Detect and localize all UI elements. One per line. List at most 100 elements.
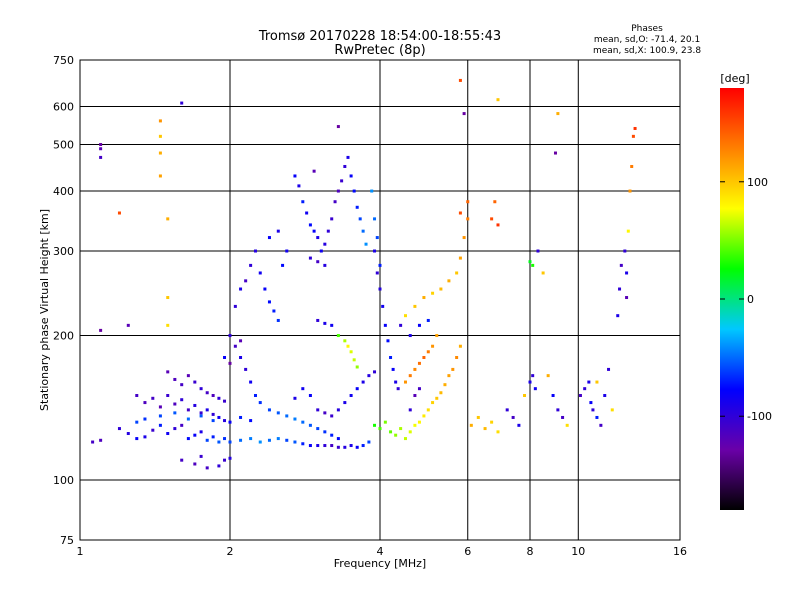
y-tick-label: 75 [60,534,74,547]
data-point [408,430,412,434]
colorbar-tick-label: -100 [747,410,772,423]
data-point [263,287,267,291]
data-point [336,334,340,338]
data-point [223,399,227,403]
data-point [511,415,515,419]
data-point [422,296,426,300]
data-point [447,279,451,283]
data-point [553,151,557,155]
data-point [336,445,340,449]
data-point [375,271,379,275]
data-point [293,174,297,178]
data-point [367,374,371,378]
data-point [233,344,237,348]
data-point [408,334,412,338]
data-point [272,309,276,313]
data-point [158,174,162,178]
data-point [496,98,500,102]
data-point [443,383,447,387]
data-point [244,367,248,371]
data-point [158,119,162,123]
x-tick-label: 2 [227,545,234,558]
data-point [556,408,560,412]
data-point [349,444,353,448]
x-tick-label: 6 [464,545,471,558]
data-point [625,271,629,275]
data-point [193,433,197,437]
y-tick-label: 100 [53,474,74,487]
data-point [370,189,374,193]
data-point [199,454,203,458]
data-point [205,408,209,412]
data-point [323,430,327,434]
data-point [355,445,359,449]
data-point [180,423,184,427]
data-point [603,394,607,398]
data-point [158,414,162,418]
data-point [308,423,312,427]
data-point [399,323,403,327]
data-point [531,374,535,378]
data-point [117,211,121,215]
data-point [323,263,327,267]
data-point [330,444,334,448]
colorbar: [deg] 100 0 -100 [720,72,772,510]
data-point [326,229,330,233]
x-axis-label: Frequency [MHz] [334,557,426,570]
data-point [293,440,297,444]
data-point [439,391,443,395]
data-point [180,383,184,387]
data-point [316,260,320,264]
data-point [135,437,139,441]
data-point [173,402,177,406]
data-point [408,408,412,412]
data-point [316,427,320,431]
data-point [373,249,377,253]
data-point [496,430,500,434]
data-point [91,440,95,444]
data-point [126,323,130,327]
data-point [285,438,289,442]
data-point [394,380,398,384]
data-point [587,380,591,384]
data-point [253,249,257,253]
data-point [312,229,316,233]
data-point [493,200,497,204]
data-point [143,401,147,405]
data-point [316,408,320,412]
data-point [301,442,305,446]
data-point [364,242,368,246]
data-point [211,394,215,398]
data-point [316,318,320,322]
data-point [285,249,289,253]
data-point [373,423,377,427]
data-point [413,304,417,308]
data-point [233,304,237,308]
data-point [595,415,599,419]
data-point [223,437,227,441]
data-point [455,271,459,275]
data-point [378,427,382,431]
data-point [267,300,271,304]
data-point [490,217,494,221]
x-tick-label: 16 [673,545,687,558]
data-point [578,394,582,398]
data-point [126,432,130,436]
data-point [186,437,190,441]
data-point [361,380,365,384]
data-point [267,438,271,442]
data-point [346,155,350,159]
data-point [199,430,203,434]
data-point [193,462,197,466]
data-point [205,466,209,470]
data-point [349,174,353,178]
data-point [158,151,162,155]
data-point [186,417,190,421]
data-point [343,164,347,168]
data-point [389,430,393,434]
data-point [403,380,407,384]
data-point [399,427,403,431]
data-point [228,334,232,338]
data-point [631,134,635,138]
data-point [541,271,545,275]
